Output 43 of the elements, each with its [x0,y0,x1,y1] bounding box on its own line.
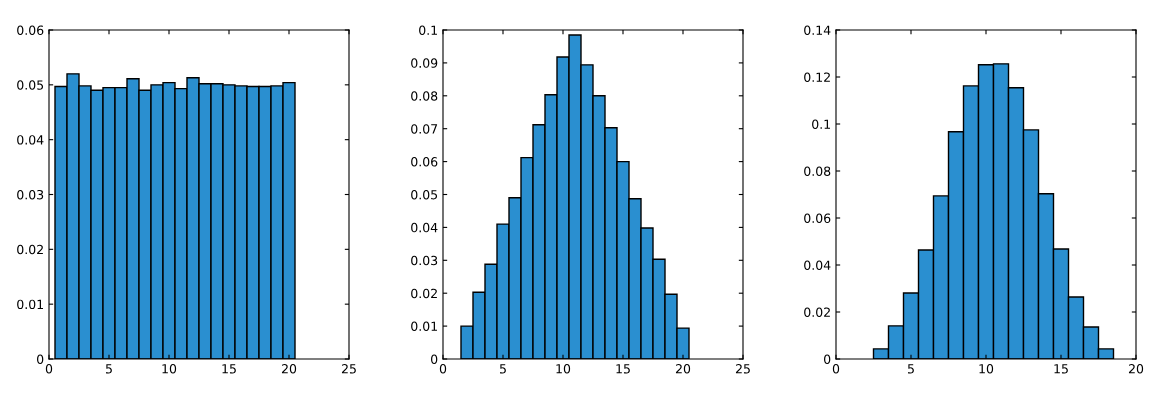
x-tick-label: 20 [1128,364,1144,374]
y-tick-label: 0.02 [411,288,437,299]
x-tick-label: 10 [556,364,571,374]
y-tick-label: 0 [37,354,44,364]
y-tick-label: 0.03 [17,189,44,200]
x-tick-label: 15 [1054,364,1068,374]
x-tick-label: 0 [439,364,447,374]
y-tick-label: 0.03 [411,255,438,266]
y-tick-label: 0.08 [411,91,438,101]
x-tick-label: 5 [105,364,112,374]
y-tick-label: 0.09 [411,58,438,68]
y-tick-label: 0.04 [411,222,438,233]
y-tick-label: 0.07 [411,124,438,134]
y-tick-label: 0.02 [17,244,43,255]
x-tick-label: 15 [222,364,236,374]
x-tick-label: 10 [162,364,177,374]
x-tick-label: 20 [675,364,691,374]
y-tick-label: 0.01 [17,299,43,310]
y-tick-label: 0.06 [17,25,44,35]
y-tick-label: 0.1 [812,119,830,129]
x-tick-label: 10 [979,364,994,374]
y-tick-label: 0.1 [419,25,437,35]
y-tick-label: 0.01 [411,321,437,332]
x-tick-label: 25 [735,364,750,374]
y-tick-label: 0.08 [804,166,831,176]
y-tick-label: 0 [824,354,831,364]
x-tick-label: 5 [907,364,914,374]
x-tick-label: 20 [281,364,297,374]
x-tick-label: 0 [832,364,840,374]
y-tick-label: 0.05 [17,80,44,90]
x-tick-label: 25 [341,364,356,374]
x-tick-label: 5 [499,364,506,374]
y-tick-label: 0.06 [804,213,831,223]
y-tick-label: 0.12 [804,72,830,82]
y-tick-label: 0.02 [804,307,830,317]
y-tick-label: 0.06 [411,157,438,167]
y-tick-label: 0.05 [411,189,438,200]
y-tick-label: 0.14 [804,25,831,35]
y-tick-label: 0 [431,354,438,364]
y-tick-label: 0.04 [17,135,44,145]
x-tick-label: 15 [616,364,630,374]
x-tick-label: 0 [45,364,53,374]
y-tick-label: 0.04 [804,260,831,270]
